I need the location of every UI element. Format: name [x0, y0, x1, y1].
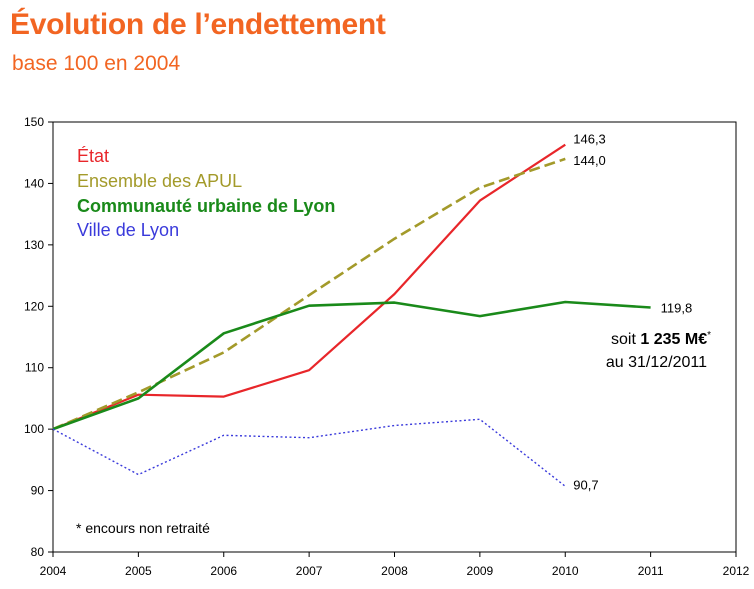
- x-tick-label: 2008: [381, 564, 408, 578]
- series-ville-end-label: 90,7: [573, 477, 598, 492]
- legend: État Ensemble des APUL Communauté urbain…: [77, 146, 335, 240]
- chart-subtitle: base 100 en 2004: [12, 52, 181, 75]
- x-tick-label: 2005: [125, 564, 152, 578]
- y-tick-label: 140: [24, 176, 44, 190]
- x-tick-label: 2007: [296, 564, 323, 578]
- y-tick-label: 90: [31, 484, 45, 498]
- series-etat-line: [52, 143, 566, 431]
- series-courly-line: [52, 300, 651, 431]
- annotation: soit 1 235 M€* au 31/12/2011: [606, 330, 711, 371]
- series-ville-line: [52, 418, 566, 487]
- annotation-line2: au 31/12/2011: [606, 354, 707, 371]
- footnote: * encours non retraité: [76, 520, 210, 536]
- y-tick-label: 100: [24, 422, 44, 436]
- y-tick-label: 150: [24, 115, 44, 129]
- y-tick-label: 110: [25, 361, 44, 375]
- series-apul-line: [52, 157, 566, 431]
- axes: 80 90 100 110 120 130 140 150 2004 2005 2006 2007 20…: [24, 115, 750, 578]
- annotation-amount: 1 235 M€: [640, 331, 707, 348]
- y-tick-label: 80: [31, 545, 45, 559]
- annotation-prefix: soit: [611, 331, 640, 348]
- legend-entry-ville: Ville de Lyon: [77, 220, 179, 240]
- x-tick-label: 2004: [40, 564, 67, 578]
- x-tick-label: 2010: [552, 564, 579, 578]
- x-tick-label: 2011: [638, 564, 664, 578]
- legend-entry-apul: Ensemble des APUL: [77, 171, 242, 191]
- end-labels: 146,3 144,0 119,8 90,7: [573, 132, 692, 493]
- annotation-line1: soit 1 235 M€*: [611, 330, 711, 348]
- x-tick-label: 2012: [723, 564, 750, 578]
- y-tick-label: 120: [24, 299, 44, 313]
- annotation-star: *: [707, 330, 711, 341]
- series-apul-end-label: 144,0: [573, 153, 606, 168]
- series-courly-end-label: 119,8: [661, 301, 693, 316]
- x-tick-label: 2009: [467, 564, 494, 578]
- legend-entry-courly: Communauté urbaine de Lyon: [77, 196, 335, 216]
- series-group: [52, 143, 651, 487]
- y-tick-label: 130: [24, 238, 44, 252]
- legend-entry-etat: État: [77, 146, 109, 166]
- chart-title: Évolution de l’endettement: [10, 8, 386, 41]
- series-etat-end-label: 146,3: [573, 132, 606, 147]
- x-tick-label: 2006: [210, 564, 237, 578]
